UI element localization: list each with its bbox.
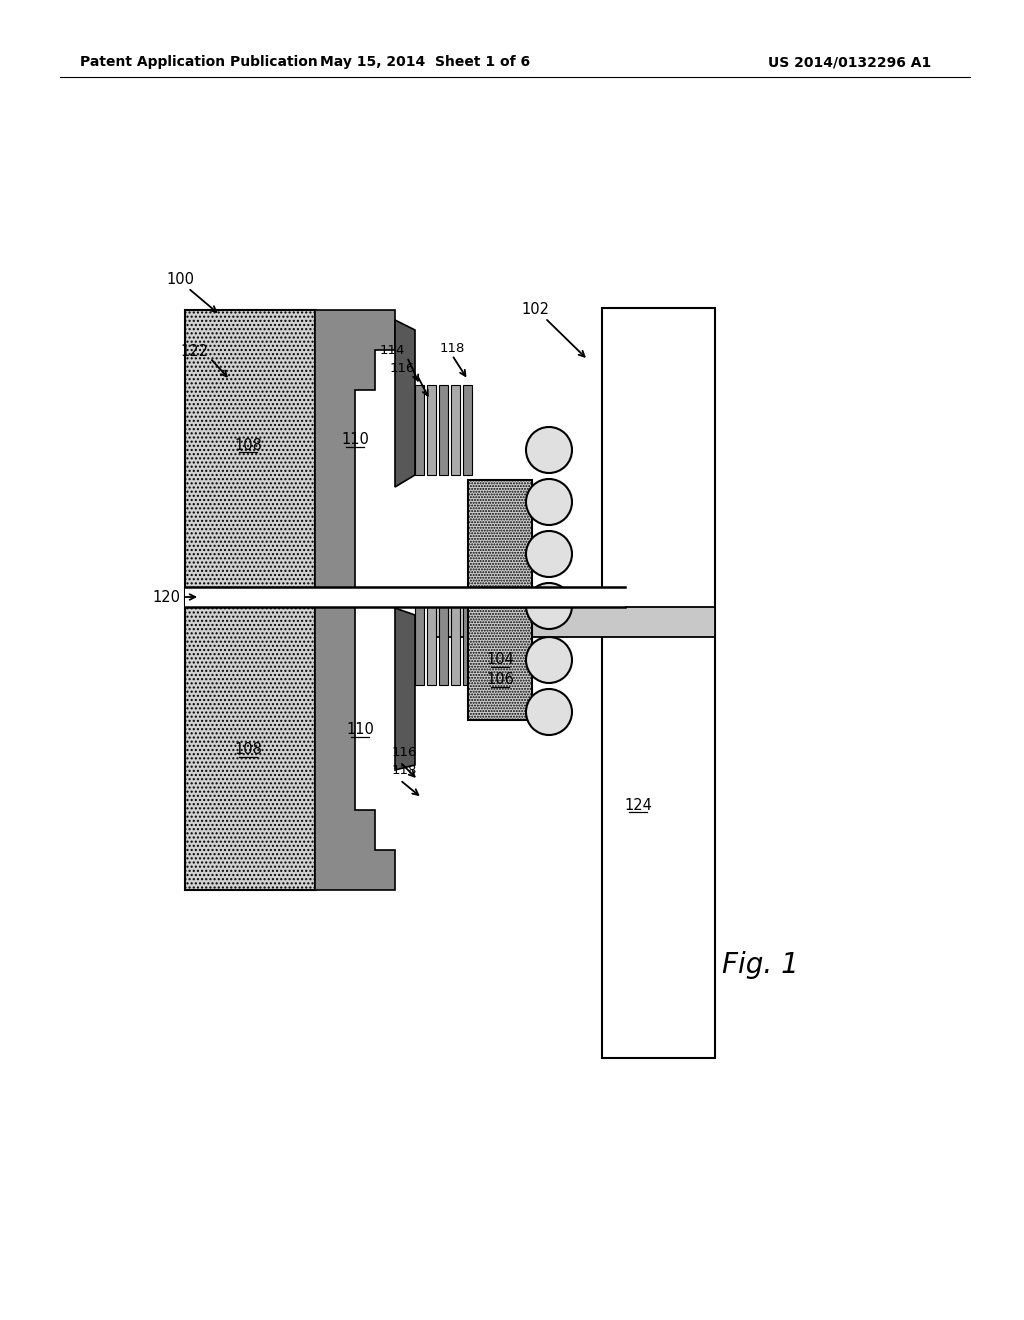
Bar — [415, 385, 424, 475]
Bar — [439, 385, 449, 475]
Circle shape — [526, 479, 572, 525]
Bar — [430, 607, 715, 638]
Text: 110: 110 — [341, 433, 369, 447]
Circle shape — [526, 531, 572, 577]
Text: 118: 118 — [440, 342, 465, 355]
Text: 118: 118 — [392, 763, 418, 776]
Text: Patent Application Publication: Patent Application Publication — [80, 55, 317, 69]
Text: 108: 108 — [234, 437, 262, 453]
Bar — [427, 607, 436, 685]
Bar — [463, 607, 472, 685]
Polygon shape — [395, 319, 415, 487]
Text: 116: 116 — [392, 746, 418, 759]
Circle shape — [526, 583, 572, 630]
Bar — [602, 308, 715, 1059]
Text: 108: 108 — [234, 742, 262, 758]
Text: May 15, 2014  Sheet 1 of 6: May 15, 2014 Sheet 1 of 6 — [319, 55, 530, 69]
Text: 104: 104 — [486, 652, 514, 668]
Text: US 2014/0132296 A1: US 2014/0132296 A1 — [768, 55, 932, 69]
Text: 114: 114 — [380, 343, 406, 356]
Bar — [439, 607, 449, 685]
Polygon shape — [395, 609, 415, 770]
Bar — [463, 385, 472, 475]
Text: 120: 120 — [152, 590, 180, 605]
Text: 122: 122 — [180, 345, 208, 359]
Text: 100: 100 — [166, 272, 194, 288]
Bar — [451, 607, 460, 685]
Polygon shape — [315, 310, 395, 601]
Bar — [427, 385, 436, 475]
Circle shape — [526, 426, 572, 473]
Bar — [185, 587, 625, 607]
Circle shape — [526, 638, 572, 682]
Polygon shape — [315, 601, 395, 890]
Bar — [185, 310, 315, 601]
Text: 106: 106 — [486, 672, 514, 688]
Text: Fig. 1: Fig. 1 — [722, 950, 799, 979]
Bar — [185, 601, 315, 890]
Bar — [415, 607, 424, 685]
Text: 124: 124 — [624, 797, 652, 813]
Circle shape — [526, 689, 572, 735]
Bar — [451, 385, 460, 475]
Text: 102: 102 — [521, 302, 549, 318]
Text: 110: 110 — [346, 722, 374, 738]
Text: 116: 116 — [389, 362, 415, 375]
Bar — [468, 480, 532, 719]
